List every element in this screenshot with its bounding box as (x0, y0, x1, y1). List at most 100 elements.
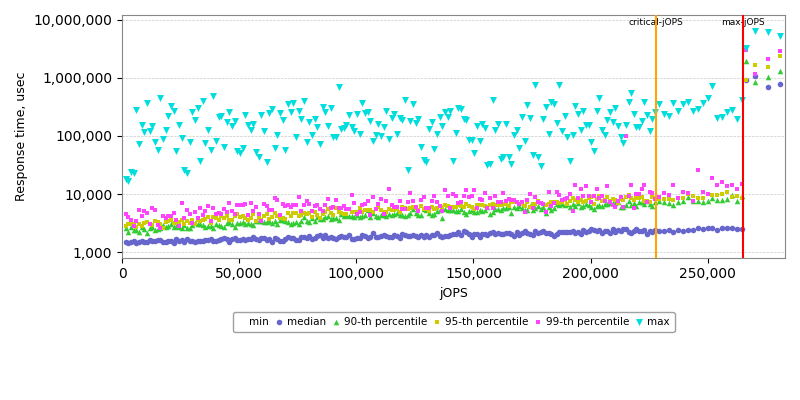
99-th percentile (143, 221, 156, 228)
99-th percentile (366, 194, 379, 200)
99-th percentile (470, 205, 483, 211)
90-th percentile (434, 206, 446, 213)
median (682, 227, 694, 233)
min (311, 250, 324, 256)
max (569, 102, 582, 109)
max (662, 113, 675, 120)
90-th percentile (545, 207, 558, 213)
median (449, 230, 462, 237)
99-th percentile (279, 203, 292, 209)
max (418, 156, 430, 163)
max (633, 124, 646, 130)
median (643, 228, 656, 234)
max (598, 132, 611, 138)
90-th percentile (346, 212, 358, 219)
90-th percentile (247, 222, 260, 229)
90-th percentile (526, 207, 539, 213)
min (428, 250, 441, 257)
95-th percentile (226, 217, 238, 223)
median (434, 233, 446, 240)
min (622, 249, 635, 256)
max (358, 110, 371, 116)
max (263, 110, 276, 116)
median (252, 237, 265, 243)
median (430, 230, 443, 236)
90-th percentile (133, 229, 146, 236)
median (716, 225, 729, 231)
99-th percentile (223, 200, 236, 206)
median (157, 238, 170, 245)
90-th percentile (382, 211, 395, 218)
99-th percentile (468, 186, 481, 193)
95-th percentile (595, 198, 608, 204)
99-th percentile (260, 203, 273, 210)
min (215, 252, 228, 258)
90-th percentile (178, 222, 190, 228)
99-th percentile (342, 206, 355, 213)
max (534, 162, 547, 169)
min (590, 250, 603, 256)
99-th percentile (212, 210, 225, 217)
max (215, 113, 228, 119)
95-th percentile (210, 215, 222, 221)
median (282, 234, 294, 241)
95-th percentile (287, 209, 300, 216)
99-th percentile (457, 193, 470, 199)
99-th percentile (141, 209, 154, 216)
99-th percentile (162, 212, 174, 219)
90-th percentile (394, 212, 406, 218)
95-th percentile (284, 213, 297, 220)
max (434, 114, 446, 120)
max (735, 96, 748, 103)
max (611, 123, 624, 130)
90-th percentile (130, 226, 142, 233)
99-th percentile (486, 205, 499, 212)
99-th percentile (721, 182, 734, 189)
99-th percentile (133, 207, 146, 214)
min (127, 250, 140, 256)
90-th percentile (438, 206, 451, 212)
max (306, 132, 318, 138)
max (484, 160, 497, 167)
median (194, 238, 206, 244)
99-th percentile (276, 201, 289, 207)
min (529, 249, 542, 256)
median (316, 234, 329, 241)
median (726, 225, 738, 231)
95-th percentile (497, 200, 510, 207)
median (721, 225, 734, 231)
95-th percentile (730, 193, 743, 199)
max (470, 122, 483, 129)
95-th percentile (303, 210, 316, 216)
90-th percentile (308, 218, 321, 224)
90-th percentile (374, 212, 387, 218)
min (231, 250, 244, 256)
median (537, 228, 550, 234)
95-th percentile (662, 196, 675, 202)
95-th percentile (635, 193, 648, 200)
max (457, 116, 470, 122)
median (438, 232, 451, 239)
95-th percentile (691, 195, 704, 202)
95-th percentile (609, 196, 622, 203)
X-axis label: jOPS: jOPS (439, 287, 468, 300)
min (598, 251, 611, 257)
90-th percentile (412, 211, 425, 218)
min (462, 250, 475, 256)
95-th percentile (518, 202, 531, 209)
99-th percentile (735, 180, 748, 187)
90-th percentile (260, 219, 273, 225)
min (292, 251, 305, 258)
max (510, 127, 523, 134)
min (563, 250, 576, 256)
min (380, 250, 393, 257)
95-th percentile (649, 195, 662, 201)
99-th percentile (324, 204, 337, 211)
max (473, 138, 486, 144)
min (500, 251, 513, 258)
min (266, 250, 278, 257)
90-th percentile (207, 224, 220, 231)
min (643, 250, 656, 256)
min (202, 249, 214, 256)
median (462, 231, 475, 238)
